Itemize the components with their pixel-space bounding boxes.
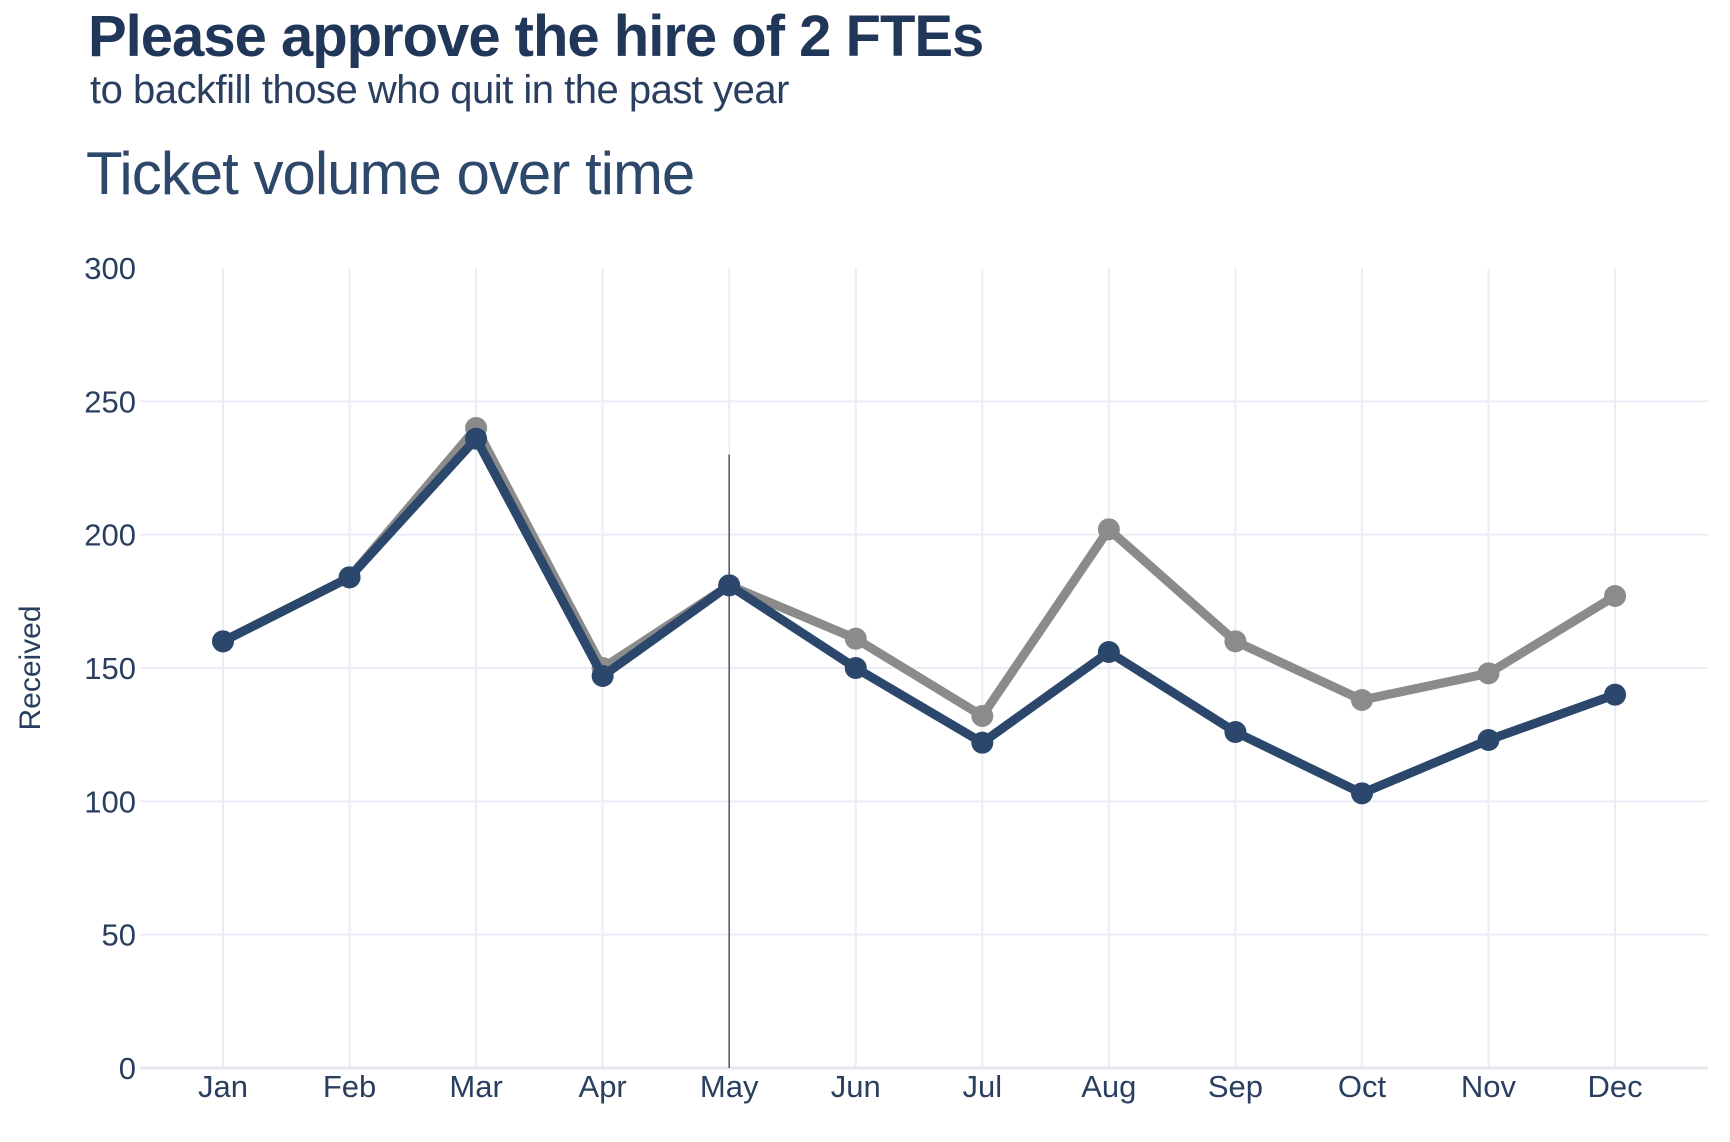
navy-line-point-jul [971,731,994,754]
y-tick-label: 0 [119,1051,136,1086]
x-tick-label: Jul [962,1069,1002,1104]
gray-line-point-jun [844,627,867,650]
page-title: Please approve the hire of 2 FTEs [88,4,984,69]
navy-line-point-dec [1604,683,1627,706]
y-tick-label: 150 [84,651,136,686]
y-tick-label: 300 [84,251,136,286]
gray-line-point-aug [1097,518,1120,541]
x-tick-label: Nov [1461,1069,1517,1104]
navy-line-point-sep [1224,721,1247,743]
navy-line-point-jun [844,657,867,679]
gray-line-point-oct [1350,689,1373,711]
gray-line-point-sep [1224,630,1247,653]
x-tick-label: Dec [1587,1069,1642,1104]
navy-line-point-feb [338,566,361,589]
y-tick-label: 250 [84,384,136,419]
y-tick-label: 200 [84,518,136,553]
navy-line-point-apr [591,665,614,687]
x-tick-label: Oct [1338,1069,1387,1104]
navy-line-point-jan [212,630,234,653]
x-tick-label: Mar [449,1069,502,1104]
y-axis-title: Received [14,605,47,730]
gray-line-path [218,423,1620,721]
y-tick-label: 100 [84,784,136,819]
navy-line-point-nov [1477,729,1500,751]
navy-line-path [218,434,1620,798]
gray-line-point-dec [1604,585,1627,607]
gray-line-point-nov [1477,662,1500,685]
navy-line-point-aug [1097,641,1120,663]
x-tick-label: Jan [198,1069,248,1104]
x-tick-label: Feb [323,1069,376,1104]
navy-line-point-mar [465,427,488,450]
navy-line-point-may [718,574,741,597]
y-tick-label: 50 [102,918,136,953]
x-tick-label: May [700,1069,759,1104]
x-tick-label: Sep [1208,1069,1263,1104]
x-tick-label: Aug [1081,1069,1136,1104]
page-subtitle: to backfill those who quit in the past y… [90,68,789,112]
gray-line-point-jul [971,705,994,727]
navy-line-point-oct [1350,782,1373,805]
chart-title: Ticket volume over time [86,140,695,207]
x-tick-label: Jun [831,1069,881,1104]
x-tick-label: Apr [579,1069,627,1104]
